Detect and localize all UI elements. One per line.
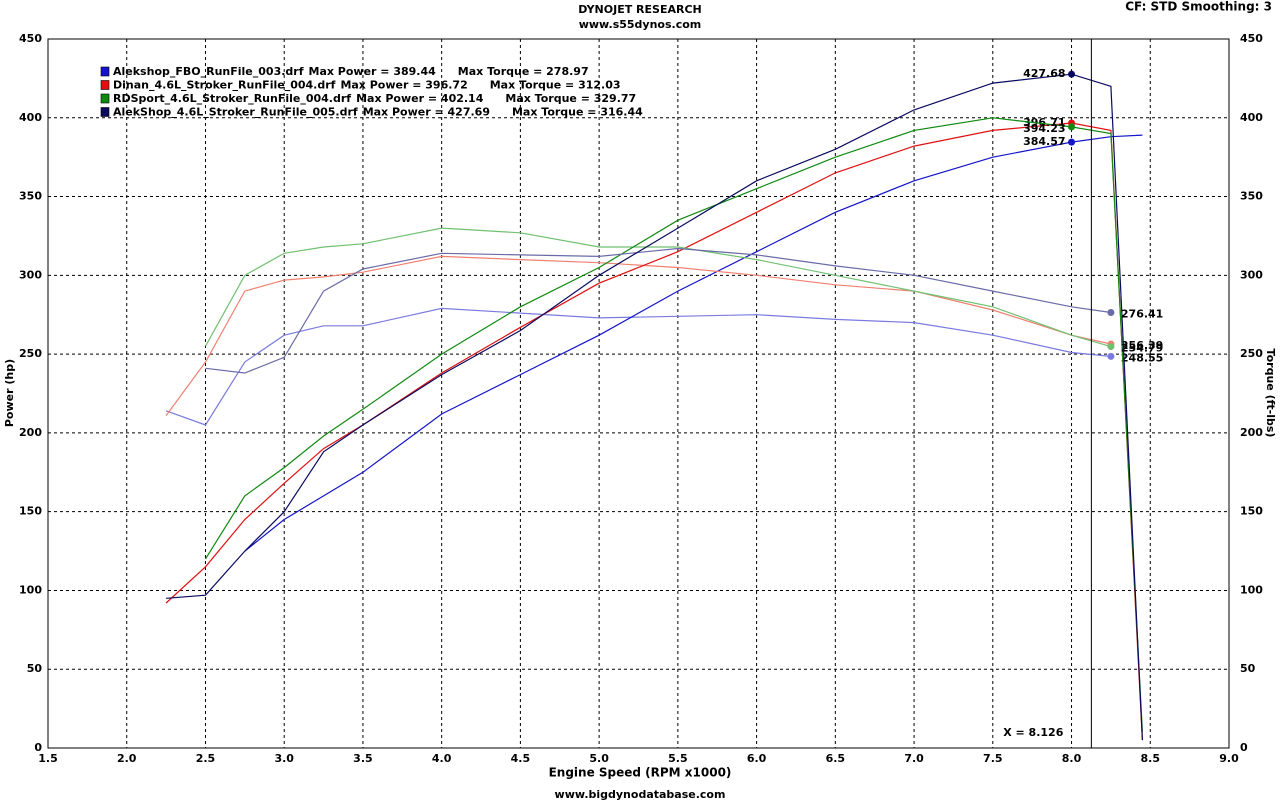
torque-value-label: 256.39: [1121, 339, 1163, 352]
torque-line: [165, 307, 1111, 426]
torque-marker: [1107, 343, 1115, 351]
y-tick-label: 250: [19, 347, 42, 360]
y-tick-label: 150: [19, 505, 42, 518]
y2-tick-label: 50: [1240, 662, 1256, 675]
power-line: [165, 122, 1143, 741]
torque-line: [165, 255, 1112, 416]
y-tick-label: 0: [34, 741, 42, 754]
legend-max-power: Max Power = 389.44: [309, 65, 437, 78]
chart-title: DYNOJET RESEARCH: [578, 3, 701, 16]
x-tick-label: 2.5: [196, 752, 216, 765]
legend-max-torque: Max Torque = 278.97: [458, 65, 589, 78]
x-tick-label: 4.0: [432, 752, 452, 765]
x-tick-label: 9.0: [1219, 752, 1239, 765]
x-tick-label: 8.5: [1141, 752, 1161, 765]
cursor-label: X = 8.126: [1003, 726, 1063, 739]
y2-tick-label: 100: [1240, 583, 1263, 596]
x-tick-label: 6.5: [826, 752, 846, 765]
legend-max-torque: Max Torque = 312.03: [490, 79, 621, 92]
power-line: [166, 73, 1143, 741]
y-axis-label: Power (hp): [3, 359, 16, 427]
torque-value-label: 254.79: [1121, 342, 1163, 355]
x-tick-label: 7.5: [983, 752, 1003, 765]
y2-tick-label: 350: [1240, 190, 1263, 203]
y2-axis-label: Torque (ft-lbs): [1264, 349, 1277, 438]
y-tick-label: 100: [19, 583, 42, 596]
legend-max-power: Max Power = 402.14: [356, 92, 484, 105]
torque-marker: [1107, 309, 1115, 317]
x-tick-label: 5.0: [589, 752, 609, 765]
settings-label: CF: STD Smoothing: 3: [1125, 0, 1272, 14]
legend-swatch: [100, 80, 110, 90]
y-tick-label: 300: [19, 268, 42, 281]
power-value-label: 396.71: [1023, 116, 1065, 129]
y2-tick-label: 250: [1240, 347, 1263, 360]
footer: www.bigdynodatabase.com: [555, 788, 726, 801]
x-tick-label: 4.5: [511, 752, 531, 765]
chart-subtitle: www.s55dynos.com: [579, 18, 702, 31]
power-value-label: 394.23: [1023, 122, 1065, 135]
power-marker: [1068, 70, 1076, 78]
x-tick-label: 1.5: [38, 752, 58, 765]
power-line: [244, 134, 1143, 552]
y2-tick-label: 200: [1240, 426, 1263, 439]
legend-max-torque: Max Torque = 316.44: [512, 106, 643, 119]
x-tick-label: 6.0: [747, 752, 767, 765]
y-tick-label: 350: [19, 190, 42, 203]
power-marker: [1068, 123, 1076, 131]
y-tick-label: 450: [19, 32, 42, 45]
power-marker: [1068, 138, 1076, 146]
x-tick-label: 8.0: [1062, 752, 1082, 765]
x-tick-label: 7.0: [904, 752, 924, 765]
x-tick-label: 2.0: [117, 752, 137, 765]
legend-max-power: Max Power = 396.72: [340, 79, 467, 92]
legend-label: Dinan_4.6L_Stroker_RunFile_004.drf: [113, 79, 336, 92]
torque-value-label: 248.55: [1121, 351, 1163, 364]
x-tick-label: 3.5: [353, 752, 373, 765]
y2-tick-label: 400: [1240, 111, 1263, 124]
legend-max-power: Max Power = 427.69: [363, 106, 490, 119]
y2-tick-label: 300: [1240, 268, 1263, 281]
y-tick-label: 200: [19, 426, 42, 439]
legend-swatch: [100, 93, 110, 104]
y2-tick-label: 0: [1240, 741, 1248, 754]
torque-line: [204, 227, 1112, 348]
y-tick-label: 400: [19, 111, 42, 124]
legend-max-torque: Max Torque = 329.77: [505, 92, 636, 105]
torque-line: [205, 247, 1111, 374]
y2-tick-label: 450: [1240, 32, 1263, 45]
x-tick-label: 5.5: [668, 752, 688, 765]
y-tick-label: 50: [27, 662, 43, 675]
legend-label: Alekshop_FBO_RunFile_003.drf: [113, 65, 304, 78]
torque-marker: [1107, 352, 1115, 360]
plot-frame: [47, 38, 1230, 749]
legend-label: RDSport_4.6L_Stroker_RunFile_004.drf: [113, 92, 351, 105]
power-value-label: 384.57: [1023, 135, 1065, 148]
x-axis-label: Engine Speed (RPM x1000): [549, 766, 732, 780]
legend-swatch: [100, 66, 110, 77]
x-tick-label: 3.0: [274, 752, 294, 765]
torque-value-label: 276.41: [1121, 308, 1163, 321]
legend-label: AlekShop_4.6L_Stroker_RunFile_005.drf: [113, 106, 358, 119]
legend-swatch: [100, 107, 110, 117]
power-value-label: 427.68: [1023, 67, 1065, 80]
y2-tick-label: 150: [1240, 505, 1263, 518]
power-line: [204, 117, 1143, 733]
